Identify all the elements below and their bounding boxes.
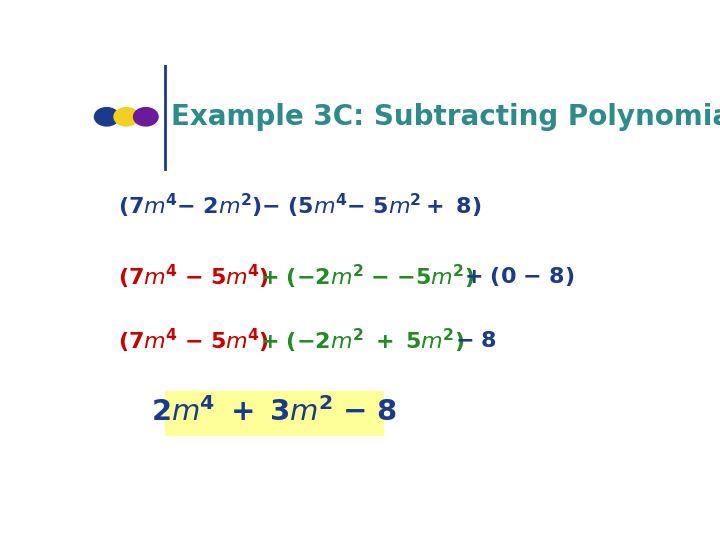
Text: $\bf{(7}$$\bf{\it{m}}$$\bf{^4\ {-}\ 5}$$\bf{\it{m}}$$\bf{^4)}$: $\bf{(7}$$\bf{\it{m}}$$\bf{^4\ {-}\ 5}$$… <box>118 327 269 355</box>
Text: $\bf{+\ ({-}2}$$\bf{\it{m}}$$\bf{^2\ {-}\ {-}5}$$\bf{\it{m}}$$\bf{^2)}$: $\bf{+\ ({-}2}$$\bf{\it{m}}$$\bf{^2\ {-}… <box>260 263 474 291</box>
Text: $\bf{{-}\ 8}$: $\bf{{-}\ 8}$ <box>456 332 498 352</box>
Text: Example 3C: Subtracting Polynomials: Example 3C: Subtracting Polynomials <box>171 103 720 131</box>
Text: $\bf{2}$$\bf{\it{m}}$$\bf{^4\ +\ 3}$$\bf{\it{m}}$$\bf{^2\ {-}\ 8}$: $\bf{2}$$\bf{\it{m}}$$\bf{^4\ +\ 3}$$\bf… <box>151 397 397 427</box>
Text: $\bf{+\ (0\ {-}\ 8)}$: $\bf{+\ (0\ {-}\ 8)}$ <box>464 265 575 288</box>
Circle shape <box>133 107 158 126</box>
Circle shape <box>94 107 119 126</box>
Text: $\bf{(7}$$\bf{\it{m}}$$\bf{^4 {-}\ 2}$$\bf{\it{m}}$$\bf{^2) {-}\ (5}$$\bf{\it{m}: $\bf{(7}$$\bf{\it{m}}$$\bf{^4 {-}\ 2}$$\… <box>118 192 482 220</box>
Text: $\bf{(7}$$\bf{\it{m}}$$\bf{^4\ {-}\ 5}$$\bf{\it{m}}$$\bf{^4)}$: $\bf{(7}$$\bf{\it{m}}$$\bf{^4\ {-}\ 5}$$… <box>118 263 269 291</box>
Text: $\bf{+\ ({-}2}$$\bf{\it{m}}$$\bf{^2\ +\ 5}$$\bf{\it{m}}$$\bf{^2)}$: $\bf{+\ ({-}2}$$\bf{\it{m}}$$\bf{^2\ +\ … <box>260 327 464 355</box>
Circle shape <box>114 107 138 126</box>
FancyBboxPatch shape <box>166 391 383 435</box>
